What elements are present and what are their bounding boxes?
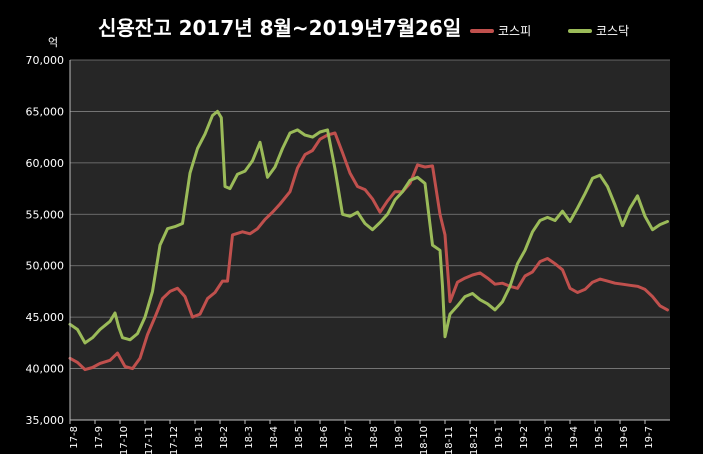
x-tick-label: 17-11 — [144, 426, 155, 454]
x-tick-label: 18-6 — [319, 426, 330, 449]
legend-label-kosdaq: 코스닥 — [596, 24, 630, 38]
x-tick-label: 19-1 — [494, 426, 505, 449]
x-tick-label: 18-11 — [444, 426, 455, 454]
x-tick-label: 18-12 — [469, 426, 480, 454]
x-tick-label: 19-4 — [569, 426, 580, 449]
x-tick-label: 19-6 — [619, 426, 630, 449]
y-tick-label: 35,000 — [26, 414, 65, 427]
x-tick-label: 19-3 — [544, 426, 555, 449]
y-tick-label: 65,000 — [26, 105, 65, 118]
series-line-kospi — [68, 131, 669, 372]
x-tick-label: 17-8 — [69, 426, 80, 449]
chart-title: 신용잔고 2017년 8월~2019년7월26일 — [98, 16, 462, 40]
x-tick-label: 18-4 — [269, 426, 280, 449]
x-tick-label: 18-1 — [194, 426, 205, 449]
x-axis-ticks: 17-8 17-9 17-10 17-11 17-12 18-1 18-2 18-3 18-4 1… — [69, 420, 655, 454]
x-tick-label: 17-10 — [119, 426, 130, 454]
x-tick-label: 19-5 — [594, 426, 605, 449]
series-line-kosdaq — [68, 109, 669, 345]
plot-area — [70, 60, 670, 420]
x-tick-label: 18-8 — [369, 426, 380, 449]
x-tick-label: 19-2 — [519, 426, 530, 449]
x-tick-label: 18-5 — [294, 426, 305, 449]
y-tick-label: 70,000 — [26, 54, 65, 67]
x-tick-label: 19-7 — [644, 426, 655, 449]
legend-item-kospi: 코스피 — [470, 22, 531, 39]
y-axis-ticks: 35,000 40,000 45,000 50,000 55,000 60,000 65,0… — [26, 54, 65, 427]
x-tick-label: 18-10 — [419, 426, 430, 454]
legend-swatch-kospi — [470, 28, 494, 33]
series-lines — [68, 109, 669, 372]
x-tick-label: 17-9 — [94, 426, 105, 449]
x-tick-label: 18-9 — [394, 426, 405, 449]
y-tick-label: 40,000 — [26, 363, 65, 376]
y-tick-label: 60,000 — [26, 157, 65, 170]
gridlines — [70, 59, 670, 369]
x-tick-label: 18-3 — [244, 426, 255, 449]
x-tick-label: 18-2 — [219, 426, 230, 449]
y-tick-label: 55,000 — [26, 208, 65, 221]
x-tick-label: 18-7 — [344, 426, 355, 449]
legend-label-kospi: 코스피 — [498, 24, 532, 38]
y-tick-label: 45,000 — [26, 311, 65, 324]
y-tick-label: 50,000 — [26, 260, 65, 273]
x-tick-label: 17-12 — [169, 426, 180, 454]
legend-item-kosdaq: 코스닥 — [568, 22, 629, 39]
y-axis-unit-label: 억 — [48, 36, 59, 49]
legend-swatch-kosdaq — [568, 28, 592, 33]
